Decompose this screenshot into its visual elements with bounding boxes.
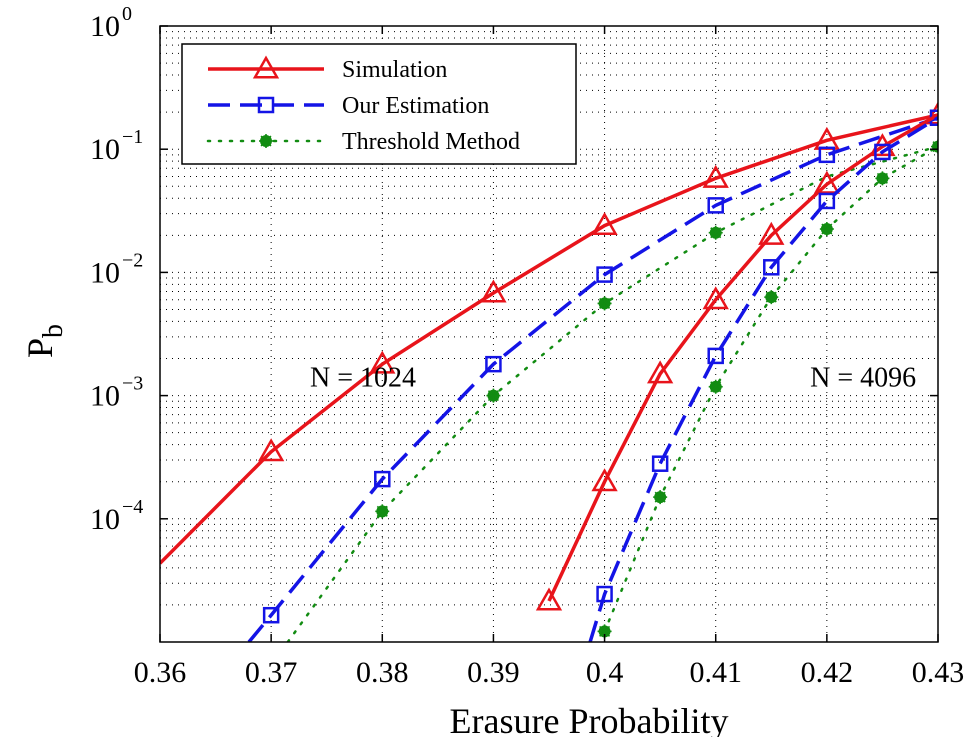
series-threshold-method-n4096 [597,145,938,639]
legend-label-simulation: Simulation [342,57,447,83]
annotations: N = 1024 N = 4096 [310,363,916,394]
y-tick-label: 10 [90,503,120,536]
data-point-square [257,96,275,114]
series-line [160,113,938,565]
data-point-square [485,355,502,373]
series-layer [160,101,938,642]
data-point-triangle [257,438,285,462]
legend-samples [206,55,326,148]
data-point-asterisk [819,222,834,237]
data-point-square [707,197,724,214]
data-point-triangle [924,101,938,125]
data-point-square [262,606,280,624]
data-point-asterisk [653,490,668,505]
y-tick-label: 10 [90,10,120,43]
y-tick-label-exponent: −1 [122,126,143,148]
data-point-triangle [535,587,563,611]
data-point-asterisk [486,388,501,403]
y-tick-label-exponent: −3 [122,373,143,395]
data-point-square [596,585,613,603]
x-tick-label: 0.36 [134,656,187,689]
data-point-asterisk [764,290,779,305]
series-line [588,116,938,642]
x-tick-label: 0.41 [689,656,742,689]
data-point-triangle [252,55,280,79]
data-point-triangle [813,170,841,194]
data-point-asterisk [708,379,723,394]
x-tick-label: 0.4 [586,656,624,689]
data-point-triangle [646,360,674,384]
annotation-n4096: N = 4096 [810,363,916,394]
y-tick-label-exponent: 0 [122,3,132,25]
x-axis-title: Erasure Probability [450,701,729,737]
x-tick-label: 0.37 [245,656,298,689]
data-point-triangle [591,468,618,492]
y-tick-label-exponent: −4 [122,496,143,518]
data-point-triangle [591,212,618,236]
data-point-triangle [480,279,507,303]
legend-label-our-estimation: Our Estimation [342,93,489,119]
y-axis-title: Pb [20,324,69,358]
series-our-estimation-n4096 [588,116,938,642]
data-point-asterisk [875,171,890,186]
data-point-triangle [702,286,729,310]
data-point-square [818,146,836,164]
y-tick-label: 10 [90,133,120,166]
plot-frame [159,25,939,643]
data-point-square [874,143,891,161]
data-point-square [763,259,780,276]
data-point-square [374,470,391,488]
series-line [247,116,938,642]
data-point-asterisk [375,504,390,519]
data-point-square [707,347,724,365]
plot-border [159,25,939,643]
data-point-square [651,455,669,472]
data-point-asterisk [597,624,612,639]
series-simulation-n4096 [535,113,938,611]
data-point-square [818,192,836,210]
data-point-square [596,266,613,283]
y-tick-label: 10 [90,256,120,289]
data-point-asterisk [597,296,612,311]
y-tick-label: 10 [90,380,120,413]
x-tick-label: 0.42 [801,656,854,689]
y-axis-title-letter: P [20,338,60,358]
data-point-asterisk [708,225,723,240]
y-axis-title-main: Pb [20,324,69,358]
data-point-triangle [702,164,729,188]
data-point-triangle [758,221,785,245]
annotation-n1024: N = 1024 [310,363,416,394]
series-threshold-method-n1024 [286,139,938,642]
data-point-triangle [369,350,396,374]
x-tick-label: 0.39 [467,656,520,689]
x-tick-label: 0.38 [356,656,409,689]
y-axis-title-subscript: b [38,324,69,338]
y-tick-label-exponent: −2 [122,249,143,271]
x-tick-label: 0.43 [912,656,965,689]
series-simulation-n1024 [160,101,938,565]
legend: Simulation Our Estimation Threshold Meth… [181,43,577,165]
data-point-asterisk [259,134,273,148]
legend-label-threshold-method: Threshold Method [342,129,520,155]
